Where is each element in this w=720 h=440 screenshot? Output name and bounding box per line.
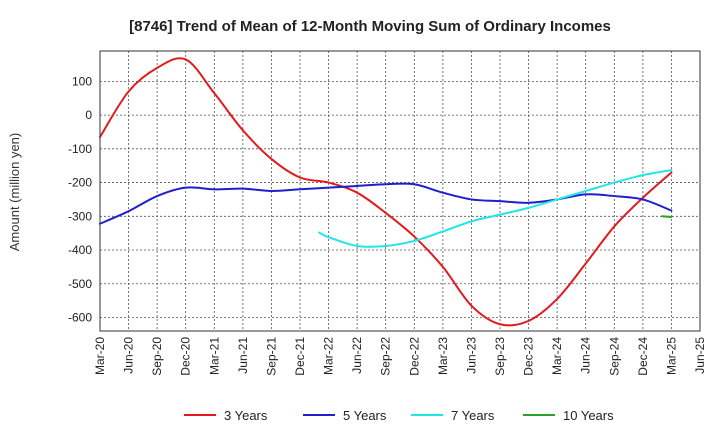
x-tick-label: Sep-24 (607, 337, 621, 376)
x-tick-label: Mar-24 (550, 337, 564, 375)
x-tick-label: Jun-24 (579, 337, 593, 374)
x-tick-label: Sep-22 (379, 337, 393, 376)
x-tick-label: Jun-23 (464, 337, 478, 374)
legend-label-7-years: 7 Years (451, 408, 495, 423)
x-tick-label: Dec-24 (636, 337, 650, 376)
x-tick-label: Dec-20 (179, 337, 193, 376)
x-tick-label: Jun-22 (350, 337, 364, 374)
series-line-5-years (99, 182, 673, 225)
y-tick-label: -200 (68, 176, 92, 190)
chart-title: [8746] Trend of Mean of 12-Month Moving … (129, 18, 611, 35)
x-tick-label: Sep-21 (264, 337, 278, 376)
x-tick-label: Mar-23 (436, 337, 450, 375)
legend-label-5-years: 5 Years (343, 408, 387, 423)
x-tick-labels: Mar-20 Jun-20 Sep-20 Dec-20 Mar-21 Jun-21 Sep-… (93, 337, 707, 376)
x-tick-label: Mar-21 (207, 337, 221, 375)
x-tick-label: Dec-21 (293, 337, 307, 376)
legend-label-10-years: 10 Years (563, 408, 614, 423)
y-tick-label: -300 (68, 209, 92, 223)
x-tick-label: Dec-23 (522, 337, 536, 376)
y-tick-label: 0 (85, 108, 92, 122)
x-tick-label: Mar-25 (664, 337, 678, 375)
y-tick-label: -500 (68, 277, 92, 291)
y-tick-label: -600 (68, 311, 92, 325)
y-tick-labels: 100 0 -100 -200 -300 -400 -500 -600 (68, 74, 92, 324)
x-tick-label: Dec-22 (407, 337, 421, 376)
legend-label-3-years: 3 Years (224, 408, 268, 423)
series-line-10-years (661, 215, 673, 218)
x-tick-label: Sep-23 (493, 337, 507, 376)
x-tick-label: Jun-20 (122, 337, 136, 374)
y-tick-label: 100 (72, 74, 92, 88)
series-line-7-years (318, 169, 673, 248)
series-line-3-years (99, 57, 673, 327)
x-tick-label: Mar-22 (322, 337, 336, 375)
x-tick-label: Mar-20 (93, 337, 107, 375)
gridlines (100, 51, 700, 331)
x-tick-label: Jun-25 (693, 337, 707, 374)
series-lines (99, 57, 673, 327)
plot-area (99, 50, 701, 332)
x-tick-label: Jun-21 (236, 337, 250, 374)
legend: 3 Years 5 Years 7 Years 10 Years (184, 408, 614, 423)
y-tick-label: -400 (68, 243, 92, 257)
y-tick-label: -100 (68, 142, 92, 156)
y-axis-label: Amount (million yen) (7, 133, 22, 252)
x-tick-label: Sep-20 (150, 337, 164, 376)
